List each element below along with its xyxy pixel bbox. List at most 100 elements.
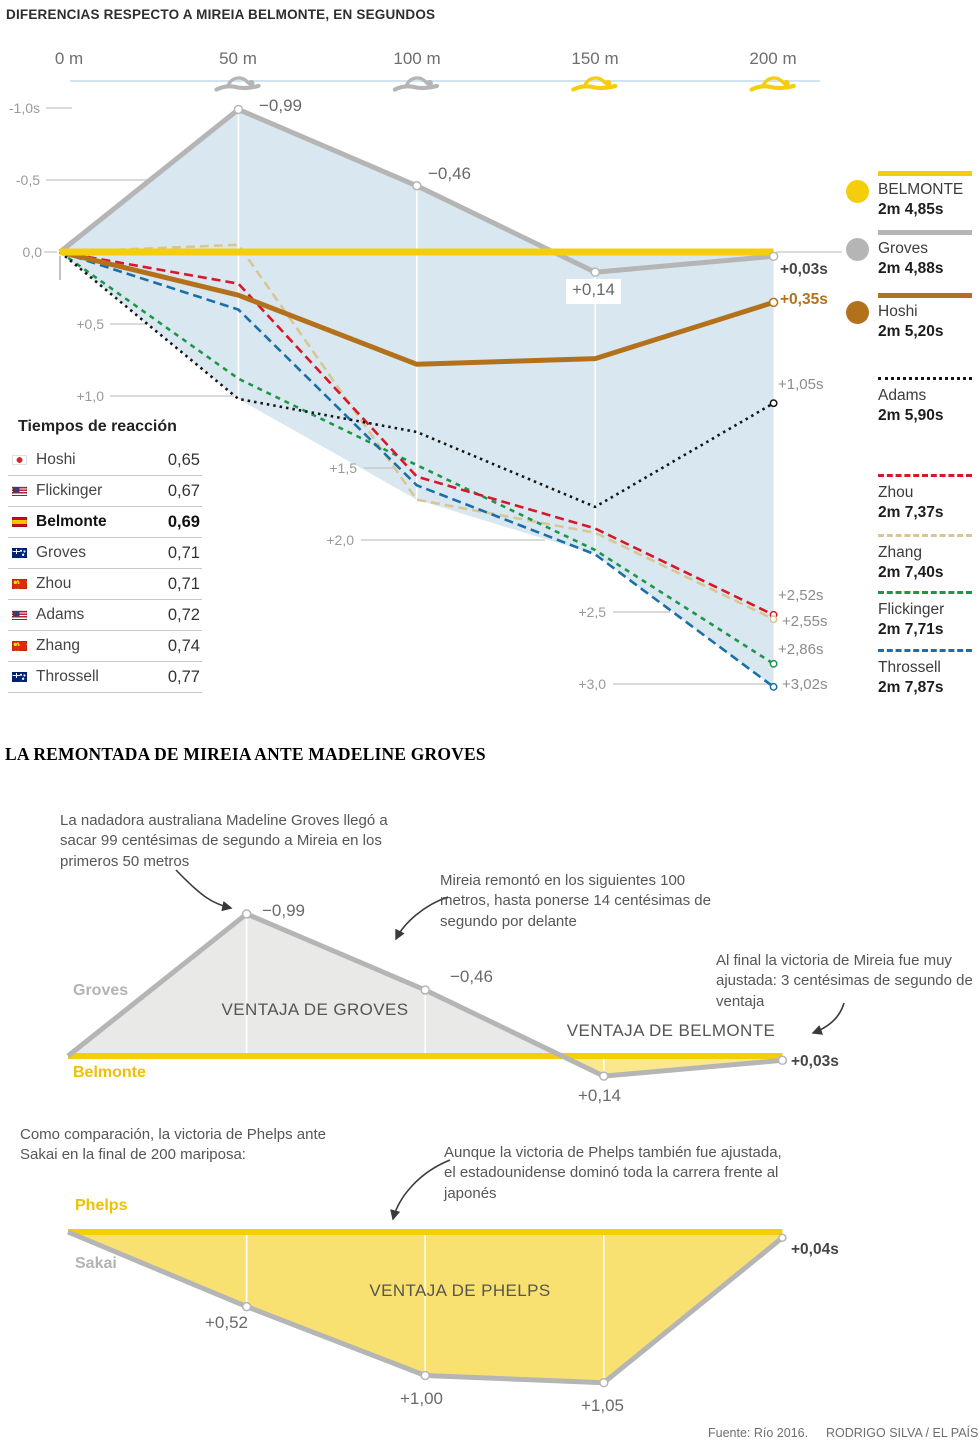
y-tick-2: +2,0 [326, 532, 354, 548]
legend-time-zhou: 2m 7,37s [878, 504, 944, 521]
groves-point-dot [412, 181, 422, 191]
x-label-200m: 200 m [749, 49, 797, 68]
row-value: 0,77 [167, 667, 200, 686]
section-heading: LA REMONTADA DE MIREIA ANTE MADELINE GRO… [5, 744, 486, 764]
row-value: 0,71 [167, 543, 200, 562]
row-name: Zhang [36, 637, 80, 654]
sakai-line-label: Sakai [75, 1255, 117, 1272]
legend-time-zhang: 2m 7,40s [878, 564, 944, 581]
ventaja-groves-fill [68, 913, 563, 1056]
groves-point-dot [241, 909, 252, 919]
end-dot-adams [769, 399, 778, 408]
legend-name-throssell: Throssell [878, 659, 941, 676]
china-flag-icon [12, 641, 27, 651]
legend-name-groves: Groves [878, 240, 928, 257]
x-label-100m: 100 m [393, 49, 441, 68]
sakai-point-dot [241, 1301, 252, 1312]
annotation-final-margin: Al final la victoria de Mireia fue muy a… [716, 952, 973, 1010]
sakai-point-dot [599, 1377, 609, 1388]
groves-50m-label: −0,99 [259, 96, 303, 115]
table-row: Flickinger 0,67 [8, 476, 202, 507]
spain-flag-icon [12, 517, 27, 527]
mid-100m-label: −0,46 [450, 967, 494, 986]
source-text: Fuente: Río 2016. [708, 1426, 809, 1440]
end-label-zhou: +2,52s [778, 587, 824, 604]
credit-text: RODRIGO SILVA / EL PAÍS [826, 1426, 979, 1440]
row-name: Belmonte [36, 513, 107, 530]
annotation-groves-lead: La nadadora australiana Madeline Groves … [60, 812, 388, 870]
legend-swatch-zhou [878, 474, 972, 477]
end-label-groves: +0,03s [780, 261, 828, 278]
arrow-to-phelps-line [390, 1159, 451, 1221]
usa-flag-icon [12, 610, 27, 620]
legend-name-zhou: Zhou [878, 484, 914, 501]
y-tick-25: +2,5 [578, 604, 606, 620]
legend-time-groves: 2m 4,88s [878, 260, 944, 277]
legend-name-zhang: Zhang [878, 544, 922, 561]
annotation-remontada: Mireia remontó en los siguientes 100 met… [440, 872, 711, 930]
x-label-150m: 150 m [571, 49, 619, 68]
legend-swatch-belmonte [878, 171, 972, 176]
legend-swatch-hoshi [878, 293, 972, 298]
row-value: 0,71 [167, 574, 200, 593]
row-value: 0,67 [167, 481, 200, 500]
end-label-flickinger: +2,86s [778, 641, 824, 658]
legend-circle-belmonte [846, 180, 869, 203]
table-row: Hoshi 0,65 [8, 445, 202, 476]
swimmer-icon [573, 78, 615, 90]
row-name: Flickinger [36, 482, 103, 499]
mid-end-label: +0,03s [791, 1053, 839, 1070]
annotation-phelps: Aunque la victoria de Phelps también fue… [444, 1144, 782, 1202]
end-dot-hoshi [768, 297, 779, 308]
bot-50m-label: +0,52 [205, 1313, 249, 1332]
china-flag-icon [12, 579, 27, 589]
groves-point-dot [420, 985, 430, 995]
table-row: Zhou 0,71 [8, 569, 202, 600]
end-label-hoshi: +0,35s [780, 291, 828, 308]
table-row: Adams 0,72 [8, 600, 202, 631]
end-label-zhang: +2,55s [782, 613, 828, 630]
x-label-50m: 50 m [219, 49, 257, 68]
swimmer-icon [216, 78, 258, 90]
row-value: 0,72 [167, 605, 200, 624]
row-name: Groves [36, 544, 86, 561]
y-tick-3: +3,0 [578, 676, 606, 692]
legend-time-throssell: 2m 7,87s [878, 679, 944, 696]
reaction-table: Tiempos de reacción Hoshi 0,65 Flickinge… [8, 418, 202, 693]
swimmer-icon [395, 78, 437, 90]
row-value: 0,74 [167, 636, 200, 655]
japan-flag-icon [12, 455, 27, 465]
series-line-hoshi [59, 249, 775, 367]
legend-swatch-flickinger [878, 591, 972, 594]
groves-point-dot [599, 1071, 609, 1081]
bot-end-label: +0,04s [791, 1241, 839, 1258]
groves-line-label: Groves [73, 982, 129, 999]
row-value: 0,69 [167, 512, 200, 531]
ventaja-belmonte-fill [562, 1056, 783, 1077]
y-tick-0: 0,0 [22, 244, 42, 260]
legend-name-hoshi: Hoshi [878, 303, 918, 320]
phelps-line-label: Phelps [75, 1197, 128, 1214]
groves-end-dot [777, 1055, 788, 1066]
area-label-groves: VENTAJA DE GROVES [221, 1000, 409, 1019]
main-title: DIFERENCIAS RESPECTO A MIREIA BELMONTE, … [6, 7, 436, 22]
arrow-to-groves-peak [175, 869, 233, 912]
legend-time-hoshi: 2m 5,20s [878, 323, 944, 340]
legend-circle-groves [846, 238, 869, 261]
sakai-point-dot [420, 1370, 430, 1381]
table-row: Zhang 0,74 [8, 631, 202, 662]
usa-flag-icon [12, 486, 27, 496]
australia-flag-icon [12, 672, 27, 682]
series-line-throssell [59, 250, 775, 688]
belmonte-line-label: Belmonte [73, 1064, 146, 1081]
y-tick-neg1: -1,0s [8, 100, 40, 116]
end-dot-flickinger [769, 659, 778, 668]
end-label-throssell: +3,02s [782, 676, 828, 693]
mid-50m-label: −0,99 [262, 901, 306, 920]
area-label-belmonte: VENTAJA DE BELMONTE [566, 1021, 776, 1040]
legend-name-adams: Adams [878, 387, 927, 404]
row-value: 0,65 [167, 450, 200, 469]
row-name: Throssell [36, 668, 99, 685]
